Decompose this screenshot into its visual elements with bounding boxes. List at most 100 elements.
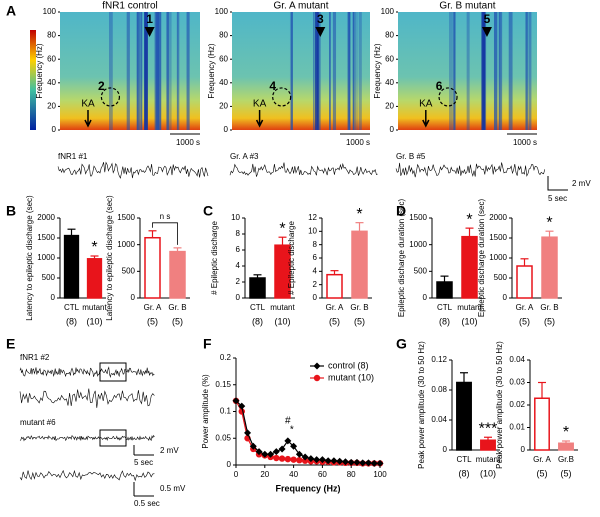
spectrogram-band (466, 12, 470, 130)
y-tick-label: 60 (219, 54, 228, 63)
trace-label: Gr. A #3 (230, 152, 259, 161)
spectrogram (232, 12, 370, 130)
marker-arrow (144, 27, 155, 37)
spectrogram-band (157, 12, 162, 130)
point (353, 458, 361, 466)
spectrogram-band (186, 12, 190, 130)
event-marker: 1 (146, 12, 153, 26)
x-tick-label: CTL (64, 303, 80, 312)
x-tick-label: mutant (82, 303, 107, 312)
chart-title: fNR1 control (102, 1, 158, 12)
x-tick-label: Gr. B (168, 303, 186, 312)
x-tick-label: 20 (260, 470, 269, 479)
y-tick-label: 2000 (37, 213, 55, 222)
y-tick-label: 0 (443, 445, 448, 454)
marker-arrow (315, 27, 326, 37)
y-axis-label: Peak power amplitude (30 to 50 Hz) (417, 341, 426, 469)
y-tick-label: 2 (236, 277, 241, 286)
bar (86, 258, 103, 299)
spectrogram (398, 12, 537, 130)
x-tick-label: mutant (270, 303, 295, 312)
significance: # (285, 416, 291, 427)
y-tick-label: 0 (313, 293, 318, 302)
y-tick-label: 0 (236, 293, 241, 302)
significance: * (91, 239, 97, 256)
bar (436, 281, 453, 299)
y-tick-label: 0.04 (509, 355, 525, 364)
x-tick-label: Gr. A (144, 303, 162, 312)
point (336, 457, 344, 465)
ka-arrow (255, 110, 264, 128)
y-tick-label: 0.04 (431, 415, 447, 424)
spectrogram-band (329, 12, 331, 130)
spectrogram-band (356, 12, 358, 130)
ka-label: KA (419, 99, 433, 110)
y-tick-label: 1500 (117, 213, 135, 222)
spectrogram-band (449, 12, 453, 130)
panel-label: C (203, 203, 213, 219)
scale-label: 5 sec (134, 458, 153, 467)
zoom-box (99, 429, 127, 447)
point (347, 458, 355, 466)
y-tick-label: 0 (423, 293, 428, 302)
trace-label: mutant #6 (20, 418, 56, 427)
spectrogram-band (528, 12, 532, 130)
y-tick-label: 80 (385, 31, 394, 40)
spectrogram-band (498, 12, 501, 130)
point (330, 457, 338, 465)
y-tick-label: 0.05 (215, 433, 231, 442)
event-marker: 2 (98, 79, 105, 93)
y-tick-label: 20 (385, 102, 394, 111)
significance: * (290, 425, 294, 436)
n-label: (5) (147, 316, 158, 326)
spectrogram-band (493, 12, 498, 130)
event-marker: 5 (484, 12, 491, 26)
x-tick-label: Gr. A (326, 303, 344, 312)
trace (19, 434, 155, 442)
y-tick-label: 0.02 (509, 400, 525, 409)
y-tick-label: 0.01 (509, 423, 525, 432)
y-tick-label: 8 (313, 240, 318, 249)
y-axis-label: Frequency (Hz) (35, 43, 44, 98)
x-tick-label: Gr. A (516, 303, 534, 312)
x-axis-label: Frequency (Hz) (275, 483, 340, 493)
point (255, 448, 263, 456)
y-tick-label: 40 (47, 78, 56, 87)
trace (395, 162, 546, 178)
y-tick-label: 1000 (37, 253, 55, 262)
zoom-box (99, 362, 127, 382)
y-tick-label: 12 (308, 213, 317, 222)
spectrogram-band (314, 12, 319, 130)
spectrogram-band (176, 12, 179, 130)
spectrogram-band (109, 12, 113, 130)
n-label: (5) (329, 316, 340, 326)
point (301, 453, 309, 461)
ka-arrow (422, 110, 430, 128)
y-tick-label: 1500 (489, 233, 507, 242)
n-label: (5) (537, 468, 548, 478)
bar (144, 236, 161, 299)
y-axis-label: Power amplitude (%) (201, 374, 210, 449)
y-tick-label: 0 (503, 293, 508, 302)
spectrogram-band (126, 12, 130, 130)
x-tick-label: Gr. B (350, 303, 368, 312)
bar (249, 277, 266, 299)
y-tick-label: 8 (236, 229, 241, 238)
point (376, 459, 384, 467)
point (284, 437, 292, 445)
point (359, 459, 367, 467)
point (313, 456, 321, 464)
point (301, 457, 309, 464)
y-tick-label: 0 (521, 445, 526, 454)
n-label: (8) (439, 316, 450, 326)
bar (274, 244, 291, 299)
y-tick-label: 500 (494, 273, 508, 282)
y-tick-label: 1000 (117, 240, 135, 249)
point (296, 456, 303, 464)
chart-title: Gr. A mutant (273, 1, 328, 12)
significance: * (356, 206, 362, 223)
y-tick-label: 2000 (489, 213, 507, 222)
y-tick-label: 0 (224, 125, 229, 134)
point (370, 459, 378, 467)
scale-label: 1000 s (346, 138, 370, 147)
